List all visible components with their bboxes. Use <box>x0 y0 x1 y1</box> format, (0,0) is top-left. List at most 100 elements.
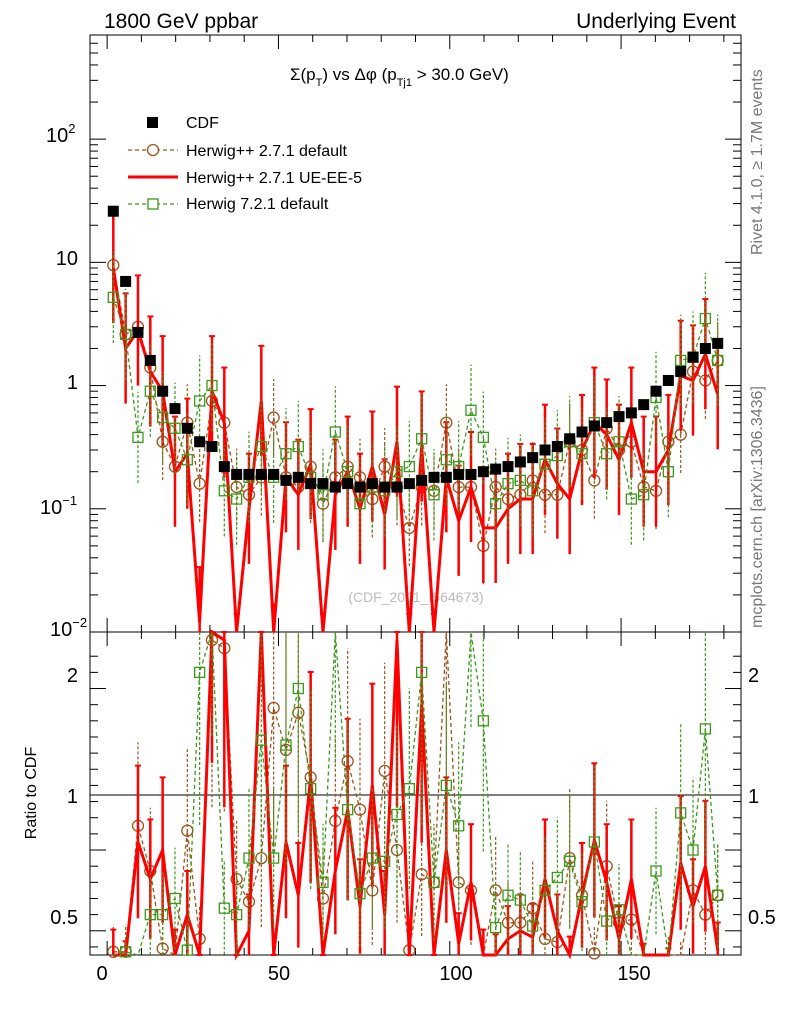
marker-herwig-7-2-1-default <box>144 908 156 921</box>
marker-cdf <box>416 474 428 486</box>
marker-cdf <box>551 441 563 453</box>
marker-herwig-7-2-1-default <box>342 466 354 478</box>
marker-herwig-7-2-1-default <box>675 807 687 819</box>
marker-herwig-7-2-1-default <box>564 855 576 867</box>
marker-cdf <box>231 468 243 480</box>
marker-cdf <box>218 461 230 473</box>
marker-herwig-2-7-1-default <box>415 868 428 881</box>
analysis-watermark: (CDF_2001_I564673) <box>348 589 483 605</box>
marker-herwig-7-2-1-default <box>181 944 193 956</box>
marker-herwig-7-2-1-default <box>366 852 378 864</box>
marker-cdf <box>132 326 144 338</box>
marker-cdf <box>502 461 514 473</box>
marker-herwig-7-2-1-default <box>514 894 526 906</box>
legend: CDF Herwig++ 2.7.1 default Herwig++ 2.7.… <box>128 115 362 213</box>
marker-herwig-7-2-1-default <box>403 460 415 473</box>
marker-cdf <box>638 399 650 411</box>
ratio-tick-label-0.5: 0.5 <box>50 907 78 929</box>
legend-label-herwig-default: Herwig++ 2.7.1 default <box>186 143 348 160</box>
marker-cdf <box>181 422 193 434</box>
marker-herwig-7-2-1-default <box>156 411 169 424</box>
marker-cdf <box>564 433 576 445</box>
header-left-title: 1800 GeV ppbar <box>104 10 258 33</box>
marker-herwig-7-2-1-default <box>539 884 551 897</box>
marker-cdf <box>280 474 292 486</box>
marker-herwig-2-7-1-default <box>353 803 367 816</box>
marker-cdf <box>206 441 218 453</box>
marker-cdf <box>366 478 378 490</box>
marker-cdf <box>613 411 625 423</box>
marker-cdf <box>292 471 304 483</box>
x-tick-label-0: 0 <box>96 963 107 985</box>
marker-herwig-7-2-1-default <box>193 395 206 407</box>
marker-cdf <box>305 478 317 490</box>
marker-herwig-7-2-1-default <box>502 477 514 490</box>
ratio-y-tick-labels-left: 0.5 1 2 <box>50 665 78 929</box>
marker-herwig-7-2-1-default <box>625 493 638 505</box>
legend-label-cdf: CDF <box>186 115 219 132</box>
marker-herwig-7-2-1-default <box>119 328 132 341</box>
marker-herwig-7-2-1-default <box>391 808 403 821</box>
marker-herwig-7-2-1-default <box>218 902 230 914</box>
marker-herwig-7-2-1-default <box>576 448 588 460</box>
marker-cdf <box>539 444 551 456</box>
y-tick-label-1: 1 <box>67 372 78 394</box>
marker-herwig-7-2-1-default <box>490 498 502 510</box>
marker-herwig-7-2-1-default <box>403 783 415 795</box>
marker-herwig-7-2-1-default <box>613 904 625 916</box>
marker-herwig-7-2-1-default <box>712 889 724 901</box>
marker-herwig-7-2-1-default <box>354 887 366 900</box>
marker-cdf <box>243 468 255 480</box>
ratio-tick-label-right-2: 2 <box>748 665 759 687</box>
marker-herwig-2-7-1-default <box>489 884 502 897</box>
marker-herwig-2-7-1-default <box>267 411 280 424</box>
legend-marker-herwig72 <box>147 198 159 210</box>
marker-herwig-7-2-1-default <box>342 804 354 816</box>
marker-herwig-7-2-1-default <box>428 876 440 888</box>
marker-cdf <box>675 366 687 378</box>
marker-herwig-7-2-1-default <box>699 312 712 325</box>
rivet-version-label: Rivet 4.1.0, ≥ 1.7M events <box>749 69 766 255</box>
marker-herwig-7-2-1-default <box>132 431 144 443</box>
series-line-herwig-2-7-1-default-ratio <box>113 631 719 957</box>
marker-herwig-7-2-1-default <box>675 354 687 367</box>
ratio-tick-label-right-1: 1 <box>748 786 759 808</box>
main-y-tick-labels: 10−2 10−1 1 10 102 <box>40 121 87 641</box>
marker-herwig-7-2-1-default <box>613 436 625 448</box>
marker-herwig-7-2-1-default <box>230 493 243 505</box>
marker-herwig-7-2-1-default <box>317 876 329 888</box>
marker-herwig-7-2-1-default <box>416 666 428 679</box>
marker-cdf <box>465 468 477 480</box>
marker-herwig-7-2-1-default <box>181 454 193 466</box>
marker-cdf <box>317 478 329 490</box>
marker-herwig-7-2-1-default <box>379 855 391 867</box>
marker-herwig-7-2-1-default <box>662 466 675 478</box>
marker-herwig-7-2-1-default <box>169 892 181 905</box>
marker-cdf <box>601 417 613 429</box>
marker-cdf <box>194 436 206 448</box>
marker-cdf <box>699 342 711 354</box>
ratio-axis-ticks <box>90 632 741 955</box>
series-line-herwig-7-2-1-default-ratio <box>113 631 719 956</box>
marker-herwig-7-2-1-default <box>588 836 601 848</box>
ratio-y-tick-labels-right: 0.5 1 2 <box>748 665 776 929</box>
marker-cdf <box>477 466 489 478</box>
x-tick-labels: 0 50 100 150 <box>96 963 650 985</box>
marker-herwig-7-2-1-default <box>255 440 267 453</box>
marker-cdf <box>144 354 156 366</box>
marker-herwig-7-2-1-default <box>169 422 181 434</box>
marker-herwig-7-2-1-default <box>416 433 428 445</box>
marker-cdf <box>379 481 391 493</box>
marker-herwig-7-2-1-default <box>329 426 341 438</box>
marker-cdf <box>514 456 526 468</box>
marker-herwig-7-2-1-default <box>440 454 452 466</box>
y-tick-label-1e-2: 10−2 <box>50 615 87 641</box>
marker-cdf <box>440 471 452 483</box>
ratio-tick-label-right-0.5: 0.5 <box>748 907 776 929</box>
y-tick-label-1e2: 102 <box>46 121 75 147</box>
marker-herwig-7-2-1-default <box>601 448 613 460</box>
marker-herwig-2-7-1-default <box>193 477 206 490</box>
marker-cdf <box>342 478 354 490</box>
series-line-herwig-2-7-1-ue-ee-5-ratio <box>113 629 720 961</box>
marker-herwig-7-2-1-default <box>440 779 452 792</box>
